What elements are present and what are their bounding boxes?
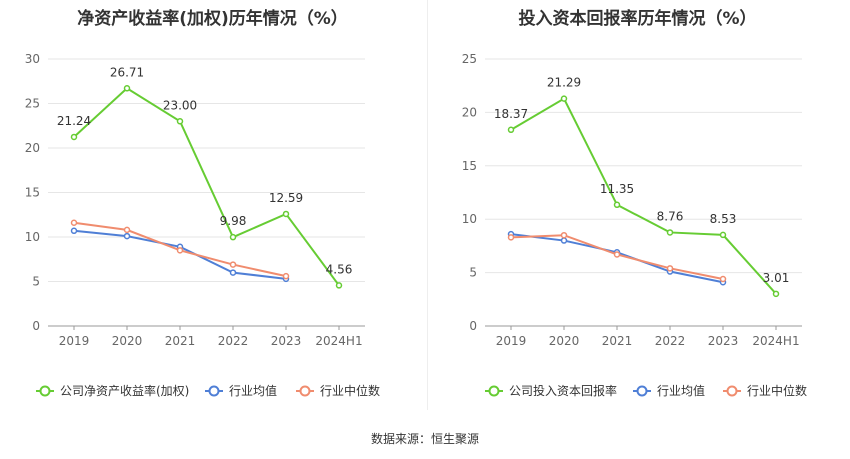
data-point-roe-1-3: [229, 269, 237, 276]
x-tick-roic-2019: 2019: [496, 334, 527, 348]
chart-divider: [427, 0, 428, 410]
data-point-roe-2-3: [229, 261, 237, 268]
x-tick-roe-2019: 2019: [59, 334, 90, 348]
y-tick-roic-10: 10: [462, 212, 477, 226]
data-point-roe-0-4: [282, 210, 290, 218]
data-point-roic-2-2: [613, 251, 621, 258]
data-point-roic-0-1: [560, 95, 568, 102]
data-label-roe-4: 12.59: [269, 191, 303, 205]
y-tick-roe-20: 20: [25, 141, 40, 155]
data-point-roic-2-4: [719, 275, 727, 283]
x-tick-roe-2022: 2022: [218, 334, 249, 348]
x-tick-roic-2024H1: 2024H1: [752, 334, 799, 348]
data-point-roic-2-0: [507, 234, 515, 241]
x-tick-roic-2021: 2021: [602, 334, 633, 348]
data-point-roe-0-1: [123, 85, 131, 92]
legend-marker-roe-2: [299, 385, 311, 397]
data-point-roic-0-3: [666, 229, 674, 236]
data-label-roic-4: 8.53: [710, 212, 737, 226]
y-tick-roe-30: 30: [25, 52, 40, 66]
data-source-label: 数据来源：恒生聚源: [370, 432, 479, 446]
legend-marker-roe-0: [39, 385, 51, 397]
y-tick-roe-0: 0: [32, 319, 40, 333]
data-point-roe-2-4: [282, 272, 290, 280]
series-line-roic-1: [510, 233, 724, 284]
data-label-roe-3: 9.98: [220, 214, 247, 228]
data-point-roe-2-1: [123, 226, 131, 234]
x-tick-roe-2020: 2020: [112, 334, 143, 348]
legend-marker-roic-0: [488, 385, 500, 397]
x-tick-roic-2022: 2022: [655, 334, 686, 348]
y-tick-roic-5: 5: [469, 266, 477, 280]
y-tick-roic-15: 15: [462, 159, 477, 173]
data-point-roe-0-3: [229, 233, 237, 241]
x-tick-roic-2023: 2023: [708, 334, 739, 348]
data-point-roe-2-2: [176, 247, 184, 254]
x-tick-roe-2024H1: 2024H1: [315, 334, 362, 348]
data-point-roe-1-0: [70, 227, 78, 235]
data-label-roic-0: 18.37: [494, 107, 528, 121]
legend-label-roic-1: 行业均值: [657, 383, 705, 398]
legend-label-roic-0: 公司投入资本回报率: [509, 383, 617, 398]
series-line-roic-0: [510, 97, 777, 295]
data-point-roe-2-0: [70, 219, 78, 227]
y-tick-roe-5: 5: [32, 275, 40, 289]
data-point-roe-0-0: [70, 133, 78, 141]
data-point-roic-0-2: [613, 201, 621, 209]
data-point-roic-1-1: [560, 237, 568, 244]
y-tick-roic-0: 0: [469, 319, 477, 333]
data-point-roic-0-0: [507, 126, 515, 134]
data-label-roic-5: 3.01: [763, 271, 790, 285]
chart-title-roic: 投入资本回报率历年情况（%）: [518, 9, 757, 29]
data-point-roe-1-1: [123, 232, 131, 240]
data-point-roe-0-5: [335, 282, 343, 289]
series-line-roe-1: [73, 229, 287, 280]
legend-marker-roic-2: [726, 385, 738, 397]
data-label-roe-1: 26.71: [110, 65, 144, 79]
y-tick-roic-20: 20: [462, 105, 477, 119]
series-line-roe-0: [73, 87, 340, 287]
legend-marker-roic-1: [636, 385, 648, 397]
y-tick-roe-25: 25: [25, 97, 40, 111]
legend-marker-roe-1: [208, 385, 220, 397]
y-tick-roic-25: 25: [462, 52, 477, 66]
data-point-roic-0-5: [772, 290, 780, 298]
data-label-roic-2: 11.35: [600, 182, 634, 196]
data-label-roe-0: 21.24: [57, 114, 91, 128]
data-point-roe-0-2: [176, 118, 184, 125]
data-point-roic-0-4: [719, 231, 727, 239]
legend-label-roic-2: 行业中位数: [747, 383, 807, 398]
data-label-roe-2: 23.00: [163, 98, 197, 112]
y-tick-roe-10: 10: [25, 230, 40, 244]
data-point-roic-2-3: [666, 265, 674, 272]
x-tick-roe-2021: 2021: [165, 334, 196, 348]
data-label-roe-5: 4.56: [326, 262, 353, 276]
data-label-roic-1: 21.29: [547, 76, 581, 90]
legend-label-roe-0: 公司净资产收益率(加权): [60, 383, 189, 398]
legend-label-roe-1: 行业均值: [229, 383, 277, 398]
legend-label-roe-2: 行业中位数: [320, 383, 380, 398]
data-label-roic-3: 8.76: [657, 209, 684, 223]
x-tick-roe-2023: 2023: [271, 334, 302, 348]
chart-title-roe: 净资产收益率(加权)历年情况（%）: [77, 9, 348, 29]
x-tick-roic-2020: 2020: [549, 334, 580, 348]
y-tick-roe-15: 15: [25, 186, 40, 200]
data-point-roic-2-1: [560, 231, 568, 239]
